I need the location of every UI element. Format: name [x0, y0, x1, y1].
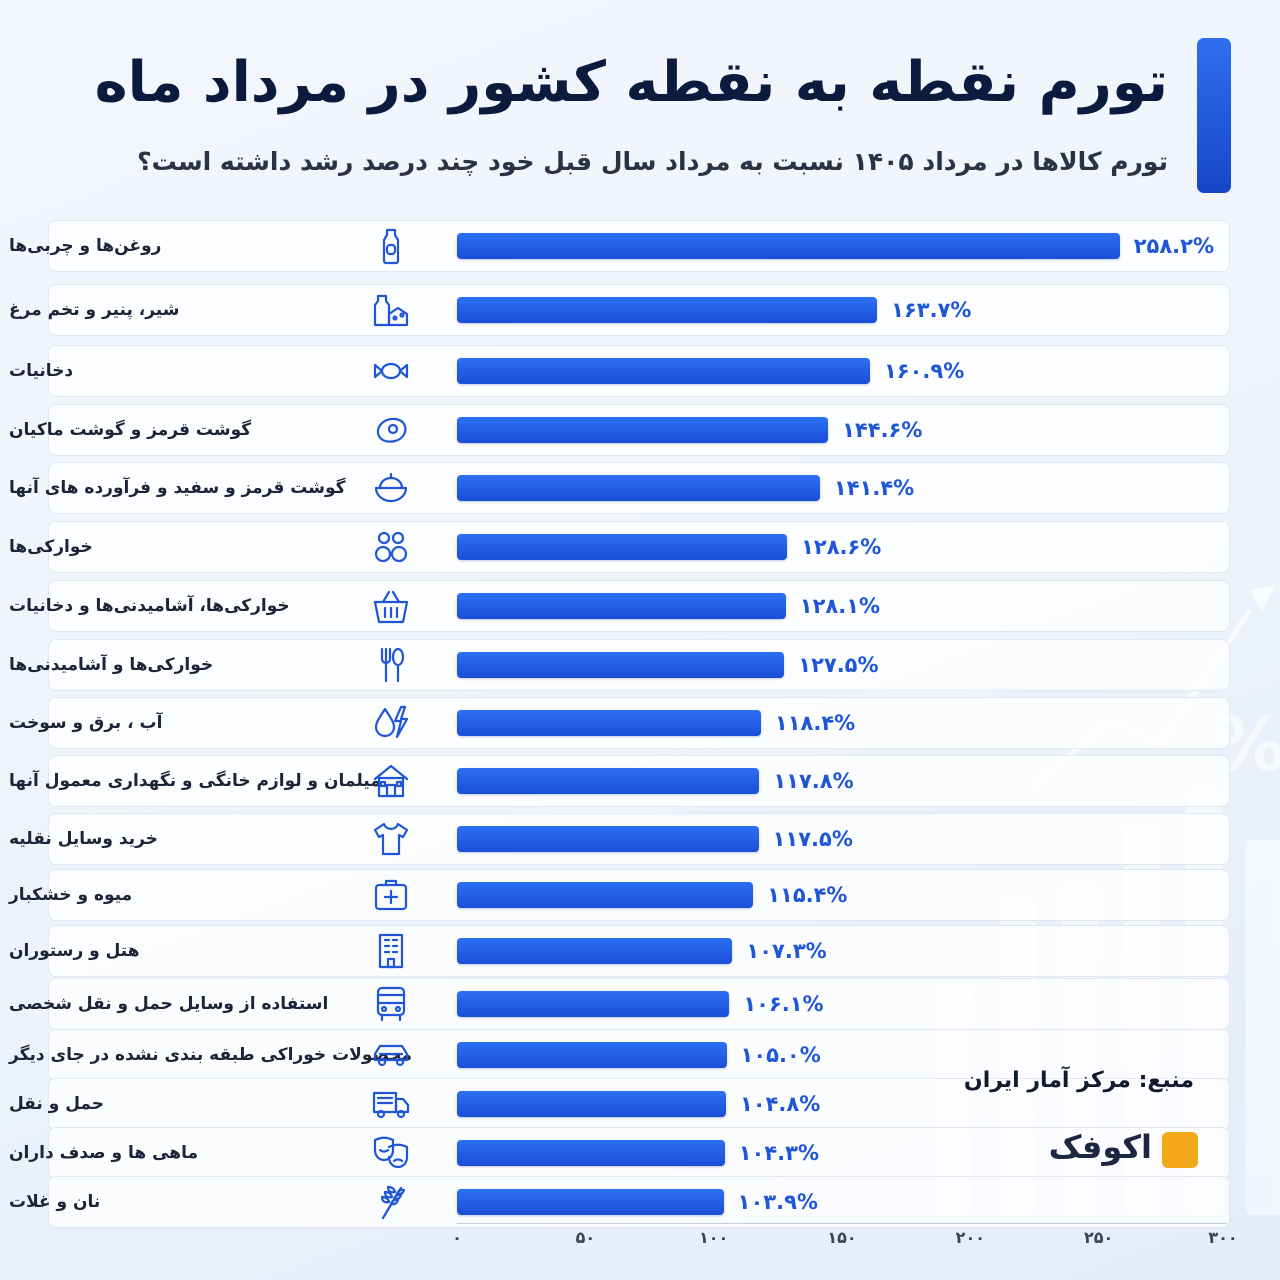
category-label: خوارکی‌ها، آشامیدنی‌ها و دخانیات	[9, 596, 290, 616]
tshirt-icon	[373, 822, 409, 856]
data-label: ۱۴۴.۶%	[842, 418, 923, 442]
x-tick-label: ۳۰۰	[1208, 1228, 1238, 1247]
category-label: حمل و نقل	[9, 1094, 105, 1114]
data-label: ۱۶۳.۷%	[891, 298, 972, 322]
category-label: هتل و رستوران	[9, 941, 140, 961]
category-label: گوشت قرمز و سفید و فرآورده های آنها	[9, 478, 346, 498]
basket-icon	[373, 590, 409, 624]
category-label: خوارکی‌ها	[9, 537, 93, 557]
bar	[457, 233, 1120, 259]
data-label: ۱۰۵.۰%	[740, 1043, 821, 1067]
brand-logo: اکوفک	[1038, 1126, 1198, 1174]
cutlery-icon	[380, 647, 405, 683]
category-label: آب ، برق و سوخت	[9, 713, 163, 733]
bar	[457, 1091, 726, 1117]
category-label: نان و غلات	[9, 1192, 101, 1212]
bar	[457, 475, 820, 501]
data-label: ۱۱۷.۸%	[773, 769, 854, 793]
x-tick-label: ۱۰۰	[699, 1228, 729, 1247]
chart-title: تورم نقطه به نقطه کشور در مرداد ماه	[94, 50, 1168, 115]
medical-kit-icon	[374, 879, 408, 911]
data-label: ۱۰۴.۸%	[739, 1092, 821, 1116]
car-icon	[373, 1044, 409, 1067]
data-label: ۱۲۸.۶%	[801, 535, 882, 559]
category-label: محصولات خوراکی طبقه بندی نشده در جای دیگ…	[9, 1045, 413, 1065]
data-label: ۱۶۰.۹%	[883, 359, 965, 383]
bar	[457, 826, 759, 852]
category-label: دخانیات	[9, 361, 74, 381]
data-label: ۱۰۷.۳%	[746, 939, 827, 963]
house-icon	[373, 764, 409, 798]
x-tick-label: ۲۵۰	[1084, 1228, 1114, 1247]
truck-icon	[372, 1091, 410, 1119]
wheat-icon	[380, 1185, 406, 1220]
category-label: میوه و خشکبار	[9, 885, 133, 905]
x-tick-label: ۱۵۰	[827, 1228, 857, 1247]
bar	[457, 1042, 727, 1068]
category-label: خوارکی‌ها و آشامیدنی‌ها	[9, 655, 214, 675]
bar	[457, 534, 788, 560]
logo-mark-icon	[1162, 1132, 1198, 1168]
bar	[457, 1189, 724, 1215]
x-tick-label: ۵۰	[575, 1228, 596, 1247]
bar	[457, 652, 785, 678]
bar	[457, 297, 878, 323]
data-label: ۱۰۶.۱%	[743, 992, 824, 1016]
bar	[457, 358, 870, 384]
category-label: میلمان و لوازم خانگی و نگهداری معمول آنه…	[9, 771, 381, 791]
category-label: گوشت قرمز و گوشت ماکیان	[9, 420, 252, 440]
data-label: ۱۴۱.۴%	[833, 476, 915, 500]
data-label: ۱۰۳.۹%	[737, 1190, 818, 1214]
candy-icon	[373, 362, 409, 380]
building-icon	[378, 933, 404, 969]
dairy-icon	[373, 294, 409, 327]
category-label: ماهی ها و صدف داران	[9, 1143, 198, 1163]
x-tick-label: ۲۰۰	[955, 1228, 985, 1247]
bar	[457, 593, 786, 619]
chart-subtitle: تورم کالاها در مرداد ۱۴۰۵ نسبت به مرداد …	[137, 147, 1168, 176]
bar	[457, 417, 829, 443]
data-label: ۱۱۸.۴%	[774, 711, 856, 735]
theater-masks-icon	[373, 1136, 409, 1169]
x-axis-line	[457, 1223, 1227, 1224]
bar	[457, 938, 733, 964]
bar	[457, 991, 730, 1017]
steak-icon	[376, 417, 407, 443]
data-label: ۱۰۴.۳%	[738, 1141, 819, 1165]
category-label: استفاده از وسایل حمل و نقل شخصی	[9, 994, 329, 1014]
bottle-icon	[382, 228, 400, 265]
data-label: ۱۲۷.۵%	[798, 653, 879, 677]
bar	[457, 882, 754, 908]
bar	[457, 1140, 725, 1166]
source-note: منبع: مرکز آمار ایران	[963, 1068, 1194, 1093]
category-label: خرید وسایل نقلیه	[9, 829, 158, 849]
food-bowl-icon	[374, 472, 408, 503]
bus-icon	[376, 986, 406, 1022]
data-label: ۱۲۸.۱%	[799, 594, 881, 618]
bar	[457, 710, 761, 736]
table-row: میلمان و لوازم خانگی و نگهداری معمول آنه…	[9, 755, 1230, 807]
data-label: ۱۱۵.۴%	[767, 883, 848, 907]
logo-text: اکوفک	[1048, 1128, 1152, 1166]
snacks-icon	[374, 531, 408, 563]
x-tick-label: ۰	[452, 1228, 462, 1247]
category-label: روغن‌ها و چربی‌ها	[9, 236, 162, 256]
category-label: شیر، پنیر و تخم مرغ	[9, 300, 180, 320]
bar	[457, 768, 760, 794]
title-accent-bar	[1197, 38, 1231, 193]
data-label: ۲۵۸.۲%	[1133, 234, 1214, 258]
data-label: ۱۱۷.۵%	[772, 827, 853, 851]
water-power-icon	[374, 705, 409, 739]
